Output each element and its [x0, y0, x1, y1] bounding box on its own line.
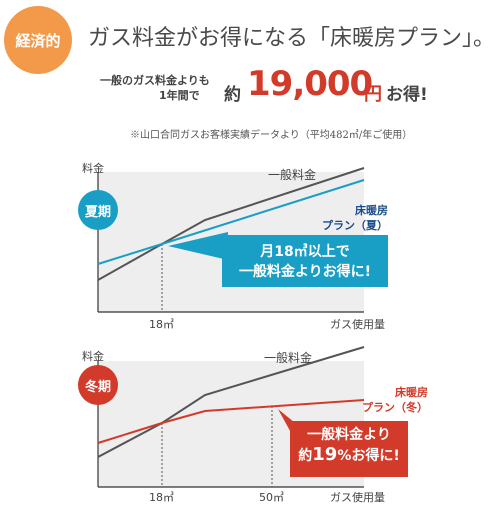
badge-label: 経済的: [15, 31, 61, 50]
winter-callout: 一般料金より 約19%お得に!: [290, 425, 408, 466]
summer-chart: 料金 夏期 一般料金 床暖房 プラン（夏） 月18㎥以上で 一般料金よりお得に!…: [0, 160, 490, 335]
data-source-note: ※山口合同ガスお客様実績データより（平均482㎥/年ご使用）: [130, 130, 413, 141]
winter-callout-line1: 一般料金より: [307, 427, 391, 443]
summer-general-line: [97, 167, 365, 281]
winter-callout-percent-suffix: %お得に!: [337, 448, 400, 464]
summer-callout-line1: 月18㎥以上で: [260, 244, 350, 260]
winter-plan-label-line2: プラン（冬）: [362, 401, 428, 414]
summer-season-label: 夏期: [84, 204, 111, 220]
summer-callout-line2: 一般料金よりお得に!: [238, 264, 372, 280]
winter-callout-line2: 約19%お得に!: [290, 445, 408, 466]
winter-x-label: ガス使用量: [330, 491, 385, 504]
winter-general-line: [97, 346, 365, 458]
savings-line2: 1年間で: [159, 89, 200, 102]
winter-plan-line: [97, 399, 365, 444]
summer-y-label: 料金: [82, 162, 104, 175]
winter-general-label: 一般料金: [264, 351, 313, 365]
winter-plan-label-line1: 床暖房: [395, 386, 428, 399]
winter-callout-box: [290, 421, 408, 477]
savings-approx: 約: [224, 85, 241, 105]
savings-unit: 円: [364, 84, 382, 105]
winter-chart: 料金 冬期 一般料金 床暖房 プラン（冬） 一般料金より 約19%お得に! 18…: [0, 345, 490, 504]
summer-plan-line: [97, 179, 365, 265]
summer-general-label: 一般料金: [268, 168, 317, 182]
winter-y-label: 料金: [82, 350, 104, 363]
summer-season-badge: 夏期: [78, 190, 118, 230]
winter-plan-label: 床暖房 プラン（冬）: [340, 385, 428, 415]
winter-season-label: 冬期: [84, 379, 111, 395]
economy-badge: 経済的: [4, 6, 72, 74]
savings-suffix: お得!: [386, 85, 428, 105]
summer-x-tick-18: 18㎥: [149, 318, 174, 331]
savings-line1: 一般のガス料金よりも: [100, 74, 210, 87]
summer-callout: 月18㎥以上で 一般料金よりお得に!: [222, 242, 388, 282]
summer-callout-pointer: [168, 232, 228, 260]
savings-amount: 19,000: [247, 64, 373, 104]
winter-callout-percent-num: 19: [312, 444, 338, 465]
winter-season-badge: 冬期: [78, 365, 118, 405]
summer-chart-graphic: [97, 167, 388, 313]
winter-x-tick-50: 50㎥: [259, 491, 284, 504]
winter-x-tick-18: 18㎥: [149, 491, 174, 504]
winter-chart-graphic: [97, 346, 408, 488]
winter-callout-approx: 約: [298, 448, 313, 464]
headline: ガス料金がお得になる「床暖房プラン」。: [88, 26, 490, 51]
summer-plan-label-line2: プラン（夏）: [322, 219, 388, 232]
summer-x-label: ガス使用量: [330, 318, 385, 331]
summer-callout-box: [222, 235, 388, 287]
summer-plan-label-line1: 床暖房: [355, 204, 388, 217]
summer-plan-label: 床暖房 プラン（夏）: [300, 203, 388, 233]
